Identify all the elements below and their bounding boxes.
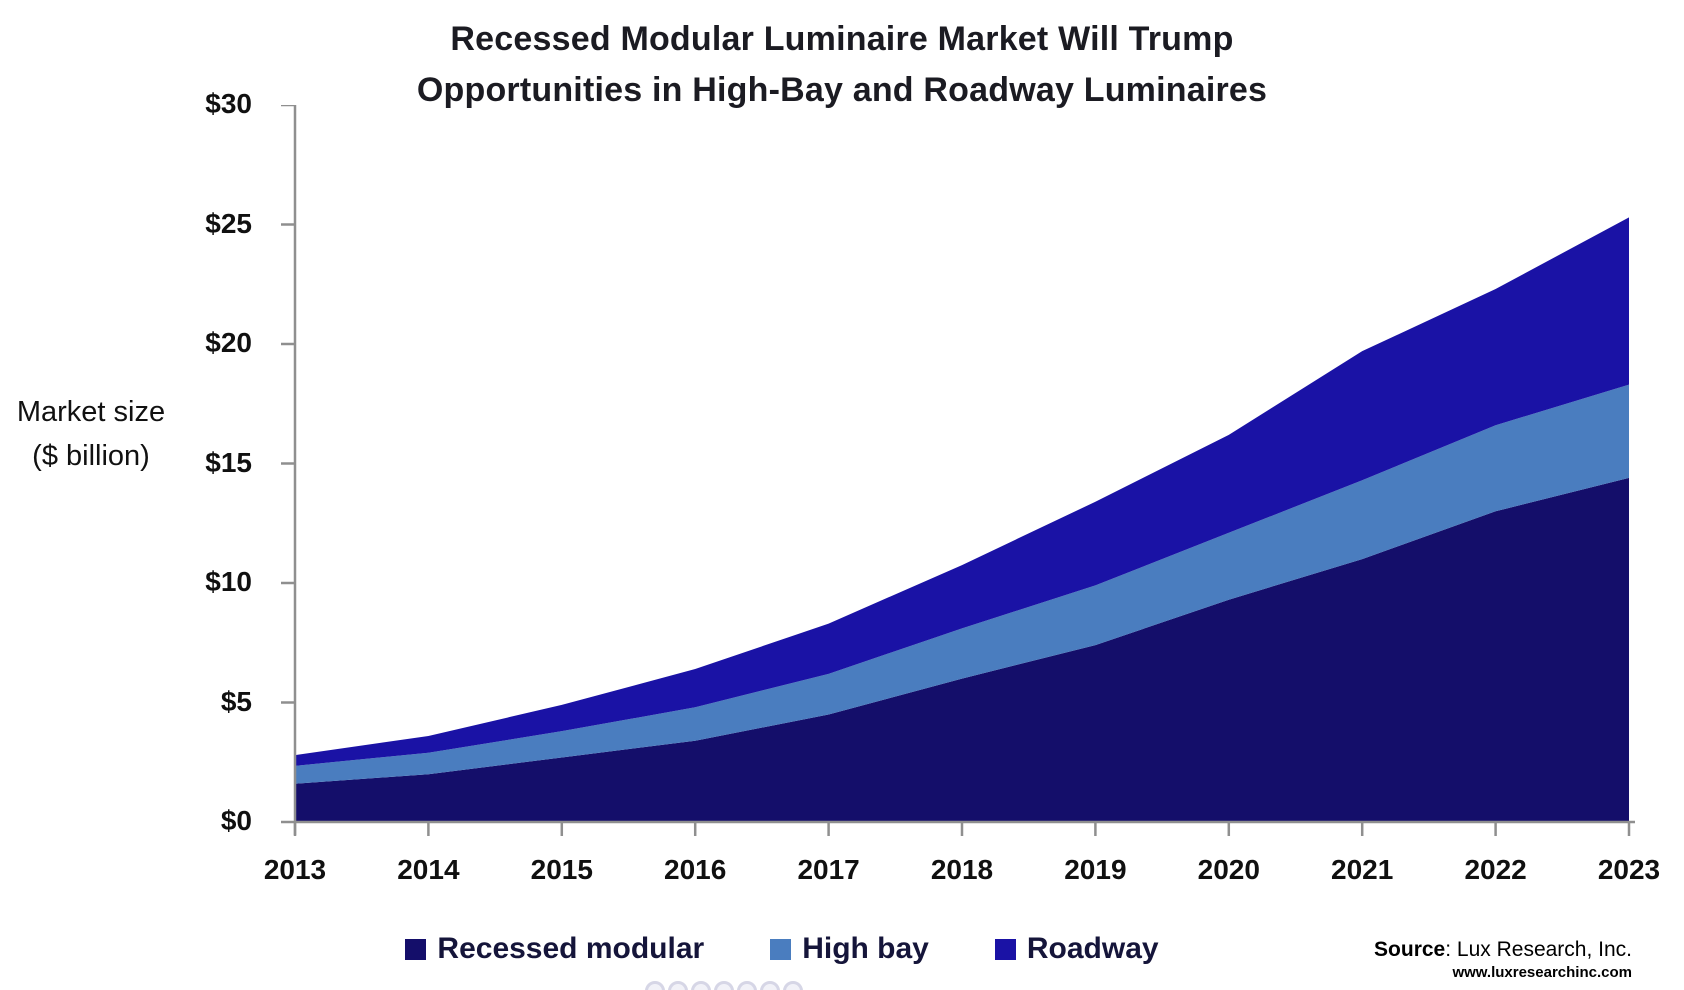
x-tick-label: 2018: [930, 854, 994, 885]
chart-legend: Recessed modular High bay Roadway: [0, 932, 1564, 966]
chart-title-line1: Recessed Modular Luminaire Market Will T…: [450, 20, 1234, 58]
y-axis-label-line2: ($ billion): [32, 440, 150, 472]
y-tick-label: $0: [220, 805, 252, 836]
y-tick-label: $10: [205, 566, 252, 597]
y-axis-label-line1: Market size: [16, 396, 166, 428]
y-tick-label: $5: [220, 685, 252, 717]
y-tick-label: $15: [205, 446, 252, 478]
watermark-dots: [645, 981, 803, 990]
x-tick-label: 2020: [1197, 854, 1260, 885]
source-line: Source: Lux Research, Inc.: [1374, 938, 1632, 962]
stacked-area-plot: [281, 105, 1635, 836]
x-tick-label: 2014: [397, 854, 460, 885]
watermark-dot-icon: [737, 981, 757, 990]
legend-label-roadway: Roadway: [1026, 932, 1159, 965]
source-text: : Lux Research, Inc.: [1445, 938, 1632, 961]
x-tick-label: 2022: [1464, 854, 1527, 885]
x-tick-label: 2019: [1064, 854, 1127, 885]
source-url: www.luxresearchinc.com: [1452, 964, 1632, 981]
x-tick-label: 2021: [1331, 854, 1394, 885]
source-prefix: Source: [1374, 938, 1446, 961]
area-series-recessed-modular: [295, 477, 1629, 822]
y-tick-label: $25: [205, 207, 252, 239]
watermark-dot-icon: [760, 981, 780, 990]
y-tick-label: $30: [205, 88, 252, 119]
watermark-dot-icon: [668, 981, 688, 990]
x-tick-label: 2017: [797, 854, 860, 885]
legend-label-high-bay: High bay: [802, 932, 929, 965]
watermark-dot-icon: [783, 981, 803, 990]
chart-title: Recessed Modular Luminaire Market Will T…: [0, 14, 1684, 116]
legend-label-recessed-modular: Recessed modular: [437, 932, 705, 965]
y-tick-label: $20: [205, 327, 252, 358]
y-axis-label: Market size ($ billion): [0, 390, 182, 478]
x-tick-label: 2023: [1597, 854, 1661, 885]
legend-item-high-bay: High bay: [770, 932, 929, 966]
legend-swatch-recessed-modular-icon: [405, 938, 427, 960]
legend-item-recessed-modular: Recessed modular: [405, 932, 704, 966]
legend-item-roadway: Roadway: [994, 932, 1159, 966]
legend-swatch-roadway-icon: [994, 938, 1016, 960]
x-tick-label: 2016: [664, 854, 727, 885]
watermark-dot-icon: [691, 981, 711, 990]
watermark-dot-icon: [645, 981, 665, 990]
legend-swatch-high-bay-icon: [770, 938, 792, 960]
x-tick-label: 2013: [263, 854, 327, 885]
watermark-dot-icon: [714, 981, 734, 990]
x-tick-label: 2015: [530, 854, 593, 885]
source-attribution: Source: Lux Research, Inc. www.luxresear…: [1374, 938, 1632, 981]
chart-title-line2: Opportunities in High-Bay and Roadway Lu…: [416, 71, 1268, 109]
